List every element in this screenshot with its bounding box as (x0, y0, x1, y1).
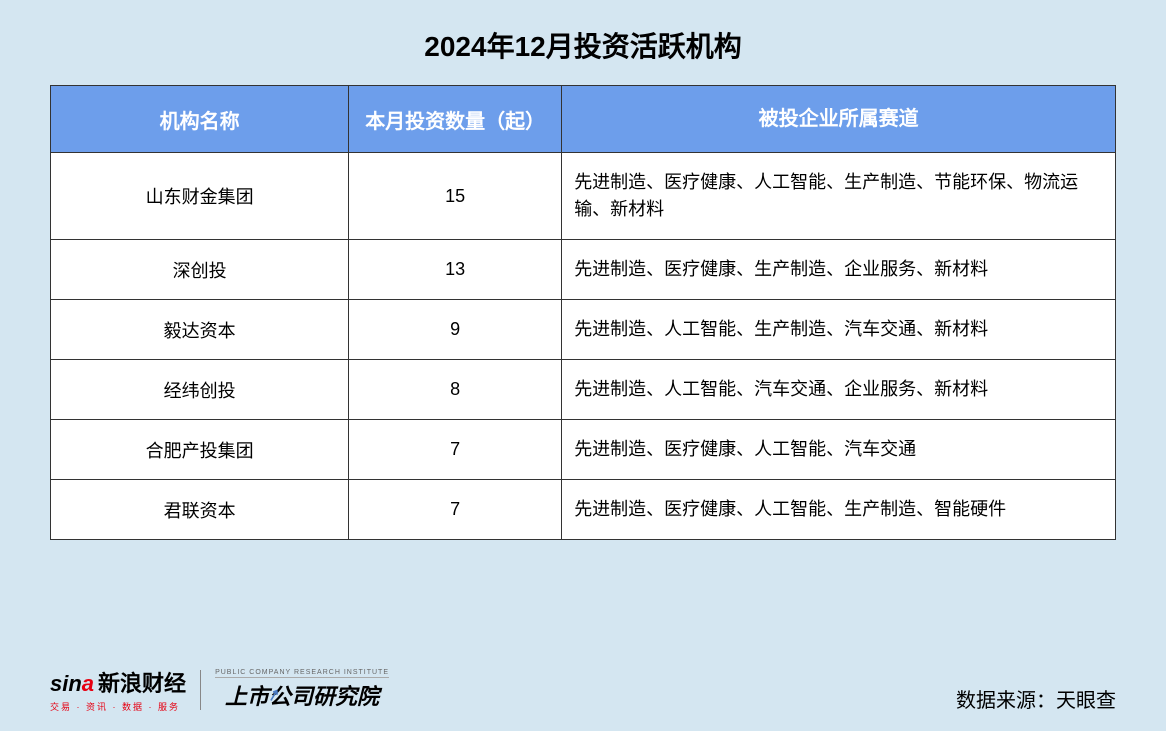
table-row: 合肥产投集团 7 先进制造、医疗健康、人工智能、汽车交通 (51, 420, 1116, 480)
cell-count: 9 (349, 300, 562, 360)
col-header-count: 本月投资数量（起） (349, 86, 562, 153)
sina-subtitle: 交易 · 资讯 · 数据 · 服务 (50, 700, 180, 713)
table-row: 毅达资本 9 先进制造、人工智能、生产制造、汽车交通、新材料 (51, 300, 1116, 360)
cell-count: 8 (349, 360, 562, 420)
vertical-divider (200, 670, 201, 710)
cell-sector: 先进制造、医疗健康、人工智能、汽车交通 (562, 420, 1116, 480)
sina-brand-text: sina (50, 671, 94, 697)
cell-name: 君联资本 (51, 480, 349, 540)
cell-sector: 先进制造、人工智能、汽车交通、企业服务、新材料 (562, 360, 1116, 420)
cell-sector: 先进制造、人工智能、生产制造、汽车交通、新材料 (562, 300, 1116, 360)
cell-count: 7 (349, 420, 562, 480)
cell-count: 15 (349, 153, 562, 240)
sina-finance-text: 新浪财经 (98, 666, 186, 698)
table-row: 经纬创投 8 先进制造、人工智能、汽车交通、企业服务、新材料 (51, 360, 1116, 420)
col-header-sector: 被投企业所属赛道 (562, 86, 1116, 153)
cell-name: 深创投 (51, 240, 349, 300)
sina-logo: sina 新浪财经 交易 · 资讯 · 数据 · 服务 (50, 666, 186, 713)
table-row: 深创投 13 先进制造、医疗健康、生产制造、企业服务、新材料 (51, 240, 1116, 300)
cell-sector: 先进制造、医疗健康、人工智能、生产制造、智能硬件 (562, 480, 1116, 540)
investment-table: 机构名称 本月投资数量（起） 被投企业所属赛道 山东财金集团 15 先进制造、医… (50, 85, 1116, 540)
institute-cn-label: 上市公司研究院 (225, 684, 379, 709)
institute-chinese-text: 上市公司研究院 ↗ (225, 679, 379, 711)
cell-sector: 先进制造、医疗健康、人工智能、生产制造、节能环保、物流运输、新材料 (562, 153, 1116, 240)
table-row: 山东财金集团 15 先进制造、医疗健康、人工智能、生产制造、节能环保、物流运输、… (51, 153, 1116, 240)
page-title: 2024年12月投资活跃机构 (50, 25, 1116, 65)
sina-logo-top: sina 新浪财经 (50, 666, 186, 698)
table-header-row: 机构名称 本月投资数量（起） 被投企业所属赛道 (51, 86, 1116, 153)
cell-count: 13 (349, 240, 562, 300)
logos-container: sina 新浪财经 交易 · 资讯 · 数据 · 服务 PUBLIC COMPA… (50, 666, 389, 713)
cell-name: 毅达资本 (51, 300, 349, 360)
cell-sector: 先进制造、医疗健康、生产制造、企业服务、新材料 (562, 240, 1116, 300)
table-row: 君联资本 7 先进制造、医疗健康、人工智能、生产制造、智能硬件 (51, 480, 1116, 540)
footer: sina 新浪财经 交易 · 资讯 · 数据 · 服务 PUBLIC COMPA… (0, 666, 1166, 713)
cell-name: 合肥产投集团 (51, 420, 349, 480)
cell-count: 7 (349, 480, 562, 540)
institute-english-text: PUBLIC COMPANY RESEARCH INSTITUTE (215, 669, 389, 678)
institute-logo: PUBLIC COMPANY RESEARCH INSTITUTE 上市公司研究… (215, 669, 389, 711)
cell-name: 经纬创投 (51, 360, 349, 420)
data-source-label: 数据来源：天眼查 (956, 684, 1116, 713)
col-header-name: 机构名称 (51, 86, 349, 153)
cell-name: 山东财金集团 (51, 153, 349, 240)
